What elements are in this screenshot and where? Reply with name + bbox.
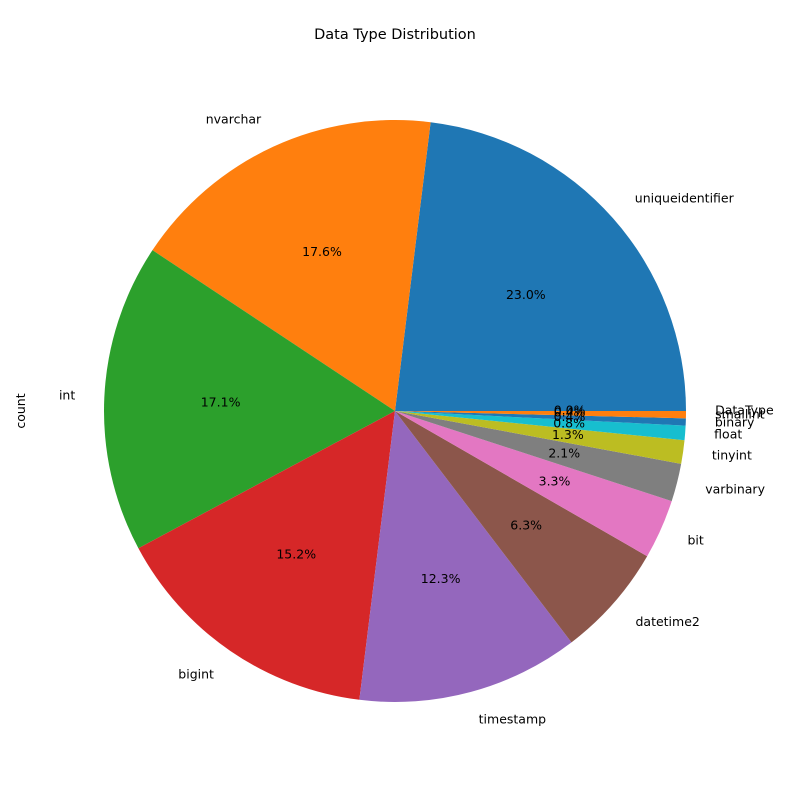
slice-label-float: float	[714, 427, 742, 442]
pie-slice-uniqueidentifier	[395, 122, 686, 411]
slice-percent-timestamp: 12.3%	[421, 571, 461, 586]
slice-percent-labels: 23.0% 17.6% 17.1% 15.2% 12.3% 6.3% 3.3% 2.1% 1.3…	[201, 244, 586, 586]
slice-percent-varbinary: 2.1%	[548, 445, 580, 460]
slice-label-nvarchar: nvarchar	[206, 112, 262, 127]
slice-percent-datetime2: 6.3%	[510, 518, 542, 533]
slice-percent-int: 17.1%	[201, 394, 241, 409]
slice-percent-datatype: 0.0%	[554, 403, 586, 418]
slice-label-bit: bit	[687, 533, 703, 548]
chart-title: Data Type Distribution	[314, 27, 476, 43]
pie-slices	[104, 120, 686, 703]
pie-slice-tinyint	[395, 411, 685, 464]
y-axis-label: count	[13, 393, 28, 428]
pie-slice-int	[104, 250, 396, 549]
slice-percent-tinyint: 1.3%	[552, 427, 584, 442]
pie-slice-smallint	[395, 411, 686, 419]
pie-slice-bit	[395, 411, 672, 557]
slice-labels: uniqueidentifier nvarchar int bigint timesta…	[59, 112, 774, 727]
pie-slice-binary	[395, 411, 686, 426]
slice-percent-smallint: 0.4%	[554, 405, 586, 420]
slice-label-bigint: bigint	[178, 666, 214, 681]
slice-label-timestamp: timestamp	[479, 711, 546, 726]
pie-slice-varbinary	[395, 411, 682, 502]
slice-label-binary: binary	[715, 415, 755, 430]
slice-label-datatype: DataType	[715, 403, 774, 418]
pie-slice-float	[395, 411, 686, 441]
slice-percent-bigint: 15.2%	[276, 546, 316, 561]
slice-label-datetime2: datetime2	[635, 614, 699, 629]
slice-percent-uniqueidentifier: 23.0%	[506, 287, 546, 302]
slice-label-tinyint: tinyint	[712, 448, 752, 463]
slice-percent-binary: 0.4%	[554, 409, 586, 424]
pie-slice-datetime2	[395, 411, 648, 643]
slice-label-smallint: smallint	[715, 407, 765, 422]
slice-percent-float: 0.8%	[553, 416, 585, 431]
pie-slice-timestamp	[359, 411, 572, 703]
pie-slice-bigint	[138, 411, 395, 700]
slice-percent-bit: 3.3%	[539, 473, 571, 488]
slice-percent-nvarchar: 17.6%	[302, 244, 342, 259]
slice-label-int: int	[59, 387, 75, 402]
slice-label-varbinary: varbinary	[705, 481, 765, 496]
slice-label-uniqueidentifier: uniqueidentifier	[635, 190, 735, 205]
pie-slice-nvarchar	[152, 120, 431, 411]
